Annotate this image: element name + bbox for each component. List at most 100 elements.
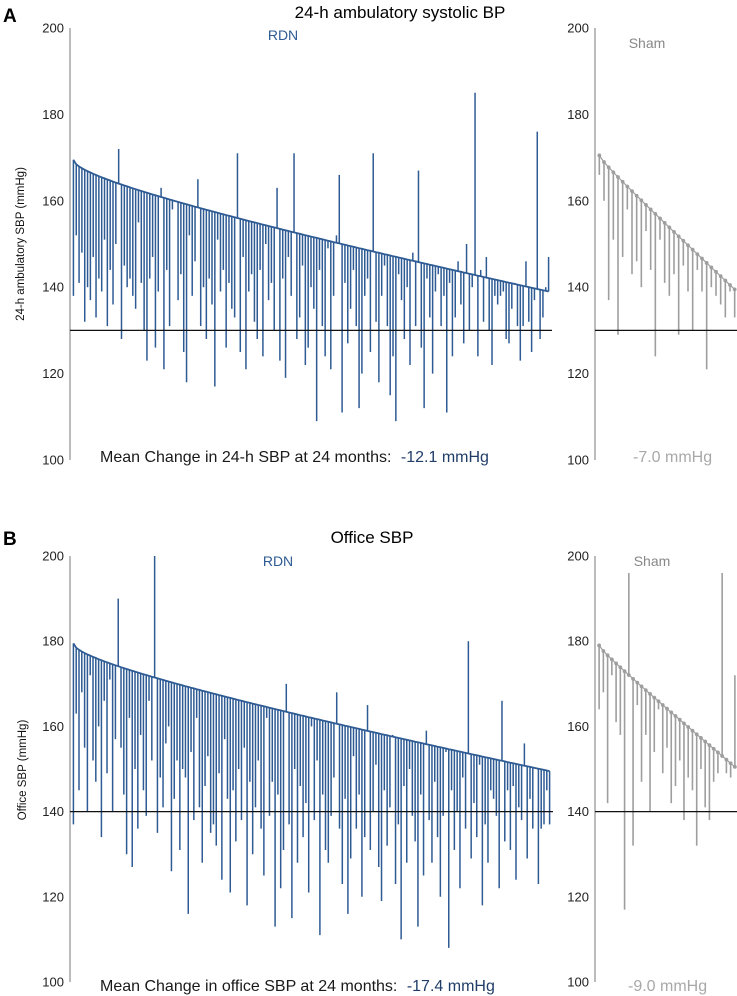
- baseline-line: [598, 155, 736, 290]
- baseline-point: [711, 746, 716, 751]
- panel-a-rdn-bars: [72, 92, 550, 422]
- y-tick-label: 140: [42, 804, 64, 819]
- baseline-point: [635, 680, 640, 685]
- baseline-point: [716, 750, 720, 755]
- y-tick-label: 120: [42, 889, 64, 904]
- baseline-point: [601, 649, 606, 653]
- baseline-point: [634, 193, 639, 198]
- baseline-point: [704, 261, 709, 265]
- baseline-point: [609, 657, 614, 662]
- panel-a-letter: A: [3, 6, 17, 27]
- y-tick-label: 200: [42, 21, 64, 36]
- baseline-point: [662, 221, 667, 225]
- panel-a-sham-baseline: [597, 153, 737, 292]
- y-tick-label: 160: [567, 719, 589, 734]
- baseline-point: [618, 665, 623, 670]
- baseline-point: [686, 725, 691, 729]
- panel-b-mean-label: Mean Change in office SBP at 24 months:: [100, 978, 397, 995]
- y-tick-label: 160: [42, 719, 64, 734]
- baseline-point: [652, 695, 657, 700]
- baseline-point: [732, 764, 737, 769]
- baseline-point: [714, 269, 718, 274]
- panel-b-sham-label: Sham: [634, 553, 671, 569]
- baseline-point: [718, 274, 723, 279]
- panel-b-sham-mean-value: -9.0 mmHg: [628, 978, 707, 995]
- baseline-point: [690, 247, 695, 252]
- baseline-point: [695, 252, 700, 257]
- panel-b-rdn-label: RDN: [263, 553, 293, 569]
- panel-a-mean-label: Mean Change in 24-h SBP at 24 months:: [100, 449, 391, 466]
- y-tick-label: 140: [42, 280, 64, 295]
- y-tick-label: 200: [42, 549, 64, 564]
- y-tick-label: 160: [567, 193, 589, 208]
- baseline-point: [728, 761, 733, 766]
- baseline-point: [658, 216, 662, 221]
- y-tick-label: 120: [42, 366, 64, 381]
- baseline-point: [677, 717, 682, 722]
- panel-a: A 24-h ambulatory systolic BP 24-h ambul…: [3, 3, 737, 468]
- panel-a-rdn-label: RDN: [268, 27, 298, 43]
- baseline-point: [626, 673, 631, 677]
- panel-b-sham-y-ticks: 100 120 140 160 180 200: [567, 549, 589, 990]
- baseline-point: [622, 669, 627, 674]
- baseline-point: [728, 283, 732, 287]
- baseline-point: [690, 728, 695, 733]
- y-tick-label: 180: [567, 107, 589, 122]
- baseline-point: [703, 739, 708, 744]
- baseline-point: [660, 703, 665, 707]
- baseline-point: [682, 721, 686, 726]
- y-tick-label: 100: [42, 453, 64, 468]
- baseline-point: [724, 757, 729, 762]
- baseline-point: [602, 160, 606, 164]
- baseline-point: [686, 243, 690, 248]
- y-tick-label: 140: [567, 280, 589, 295]
- panel-a-sham-label: Sham: [629, 35, 666, 51]
- y-tick-label: 200: [567, 549, 589, 564]
- baseline-point: [656, 699, 661, 704]
- panel-b-letter: B: [3, 529, 17, 550]
- baseline-point: [606, 165, 611, 170]
- panel-a-mean-change: Mean Change in 24-h SBP at 24 months: -1…: [100, 449, 489, 466]
- panel-a-sham-y-ticks: 100 120 140 160 180 200: [567, 21, 589, 468]
- panel-b-rdn-bars: [72, 556, 551, 948]
- baseline-point: [614, 661, 618, 666]
- baseline-point: [611, 170, 616, 175]
- baseline-point: [720, 754, 725, 758]
- baseline-point: [673, 714, 678, 718]
- panel-b-sham-baseline: [597, 643, 737, 769]
- panel-b-rdn-baseline: [72, 642, 550, 772]
- baseline-point: [681, 238, 686, 243]
- y-tick-label: 100: [42, 975, 64, 990]
- panel-a-sham-mean-value: -7.0 mmHg: [633, 449, 712, 466]
- y-tick-label: 140: [567, 804, 589, 819]
- baseline-point: [616, 175, 620, 179]
- baseline-point: [620, 179, 625, 184]
- baseline-point: [669, 710, 674, 715]
- panel-b-rdn-mean-value: -17.4 mmHg: [407, 978, 495, 995]
- panel-b-mean-change: Mean Change in office SBP at 24 months: …: [100, 978, 495, 995]
- baseline-point: [653, 212, 658, 216]
- y-tick-label: 200: [567, 21, 589, 36]
- baseline-point: [667, 225, 672, 230]
- baseline-point: [630, 189, 634, 194]
- y-tick-label: 180: [567, 634, 589, 649]
- panel-a-y-axis-label: 24-h ambulatory SBP (mmHg): [15, 167, 27, 321]
- baseline-line: [72, 159, 549, 293]
- y-tick-label: 120: [567, 366, 589, 381]
- y-tick-label: 100: [567, 453, 589, 468]
- y-tick-label: 180: [42, 107, 64, 122]
- baseline-point: [597, 153, 602, 158]
- baseline-point: [639, 198, 644, 203]
- baseline-point: [707, 743, 712, 748]
- baseline-point: [694, 732, 699, 737]
- baseline-point: [643, 688, 648, 693]
- y-tick-label: 180: [42, 634, 64, 649]
- panel-b-sham-bars: [598, 573, 736, 910]
- baseline-point: [648, 691, 652, 696]
- y-tick-label: 160: [42, 193, 64, 208]
- baseline-point: [597, 643, 602, 648]
- baseline-point: [644, 202, 648, 207]
- baseline-point: [639, 684, 644, 689]
- baseline-point: [676, 234, 681, 239]
